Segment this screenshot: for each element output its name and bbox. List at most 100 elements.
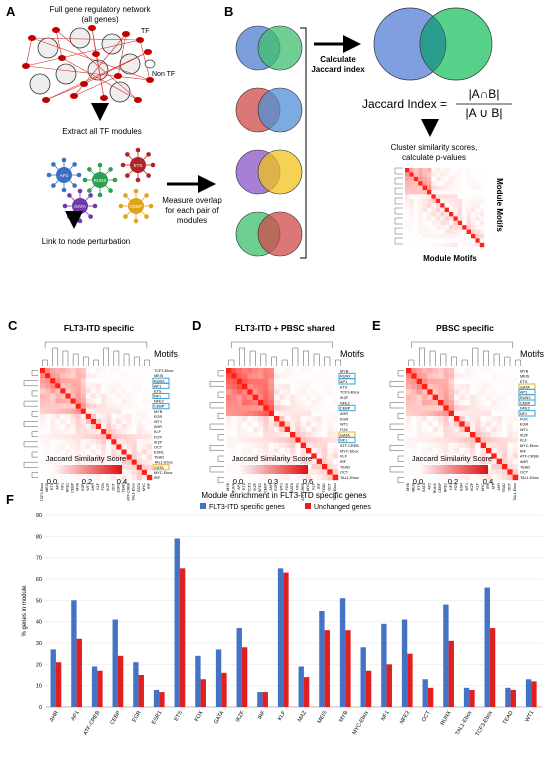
heatmap-cell xyxy=(438,368,444,374)
mini-heat-cell xyxy=(466,194,471,199)
heatmap-cell xyxy=(438,453,444,459)
cluster-label-1: Cluster similarity scores, xyxy=(391,143,478,152)
row-label: CEBP xyxy=(520,401,531,405)
heatmap-cell xyxy=(295,384,301,390)
heatmap-cell xyxy=(300,416,307,422)
panel-f: F Module enrichment in FLT3-ITD specific… xyxy=(6,491,542,737)
heatmap-cell xyxy=(141,459,148,465)
heatmap-cell xyxy=(242,384,248,390)
heatmap-cell xyxy=(146,413,153,420)
heatmap-cell xyxy=(50,408,56,415)
top-dendrogram-branch xyxy=(228,359,235,366)
mini-heat-cell xyxy=(418,198,423,204)
heatmap-cell xyxy=(480,474,487,481)
mini-heat-cell xyxy=(418,185,423,190)
heatmap-cell xyxy=(406,437,412,443)
heatmap-cell xyxy=(480,389,487,395)
heatmap-cell xyxy=(406,442,412,449)
heatmap-cell xyxy=(295,458,301,465)
mini-heat-cell xyxy=(413,212,419,217)
top-dendrogram-branch xyxy=(504,356,511,366)
gene-node xyxy=(28,35,36,41)
heatmap-cell xyxy=(263,410,269,417)
heatmap-cell xyxy=(427,448,433,454)
mini-heat-cell xyxy=(444,168,449,173)
heatmap-cell xyxy=(496,405,503,411)
heatmap-cell xyxy=(141,418,148,425)
heatmap-cell xyxy=(279,378,285,385)
x-tick-label: ATF-CREB xyxy=(83,710,102,737)
heatmap-cell xyxy=(55,403,61,409)
motifs-header: Motifs xyxy=(520,349,545,359)
heatmap-cell xyxy=(236,405,243,411)
heatmap-cell xyxy=(411,384,417,390)
heatmap-cell xyxy=(111,449,117,455)
heatmap-cell xyxy=(55,383,61,389)
heatmap-cell xyxy=(512,410,519,417)
mini-heat-cell xyxy=(479,207,485,212)
heatmap-cell xyxy=(448,432,455,438)
heatmap-cell xyxy=(464,453,471,459)
heatmap-cell xyxy=(121,373,127,379)
mini-heat-cell xyxy=(453,198,458,204)
heatmap-cell xyxy=(126,439,132,445)
module-target-node xyxy=(46,172,52,178)
heatmap-cell xyxy=(70,434,76,440)
heatmap-cell xyxy=(422,368,428,374)
row-label: IRF xyxy=(340,460,347,464)
heatmap-cell xyxy=(411,378,417,385)
bar-1-ets xyxy=(179,568,186,707)
mini-heat-cell xyxy=(449,220,454,226)
heatmap-cell xyxy=(300,474,307,481)
heatmap-cell xyxy=(496,426,503,433)
heatmap-cell xyxy=(448,384,455,390)
heatmap-cell xyxy=(322,448,328,454)
column-label: MYB xyxy=(406,482,410,490)
legend-gradient xyxy=(52,465,122,474)
heatmap-cell xyxy=(141,449,148,455)
bar-1-meis xyxy=(324,630,330,707)
heatmap-cell xyxy=(432,378,439,385)
bar-0-nfe2 xyxy=(401,619,408,707)
row-label: IKZF xyxy=(520,433,529,437)
column-label: TCF3 xyxy=(248,483,252,492)
heatmap-cell xyxy=(438,400,444,406)
venn-pairs xyxy=(235,25,303,257)
mini-heat-cell xyxy=(449,216,454,221)
mini-heat-cell xyxy=(409,229,414,234)
heatmap-cell xyxy=(258,437,264,443)
heatmap-cell xyxy=(496,432,503,438)
heatmap-cell xyxy=(231,453,237,459)
heatmap-cell xyxy=(491,405,497,411)
legend-label-1: Unchanged genes xyxy=(314,504,371,511)
heatmap-cell xyxy=(300,405,307,411)
heatmap-cell xyxy=(332,421,339,427)
heatmap-cell xyxy=(486,368,492,374)
heatmap-cell xyxy=(90,408,97,415)
heatmap-cell xyxy=(121,459,127,465)
mini-heat-cell xyxy=(422,176,427,182)
network-edge xyxy=(95,53,105,99)
mini-heat-cell xyxy=(431,185,436,190)
heatmap-cell xyxy=(116,449,122,455)
heatmap-cell xyxy=(75,474,81,481)
heatmap-cell xyxy=(146,378,153,384)
heatmap-cell xyxy=(284,410,291,417)
heatmap-cell xyxy=(300,378,307,385)
column-label: NFE2 xyxy=(258,483,262,492)
heatmap-cell xyxy=(80,424,87,430)
heatmap-cell xyxy=(322,442,328,449)
heatmap-cell xyxy=(300,368,307,374)
heatmap-cell xyxy=(121,383,127,389)
column-label: TAL1-Ebox xyxy=(513,483,517,501)
heatmap-cell xyxy=(332,474,339,481)
heatmap-cell xyxy=(136,408,143,415)
module-label-ap1: AP1 xyxy=(60,173,69,178)
mini-heat-cell xyxy=(427,225,432,230)
heatmap-cell xyxy=(454,410,460,417)
heatmap-cell xyxy=(427,373,433,379)
heatmap-cell xyxy=(486,421,492,427)
gene-node xyxy=(134,97,142,103)
bar-1-tal1-ebox xyxy=(469,689,475,707)
heatmap-cell xyxy=(258,426,264,433)
